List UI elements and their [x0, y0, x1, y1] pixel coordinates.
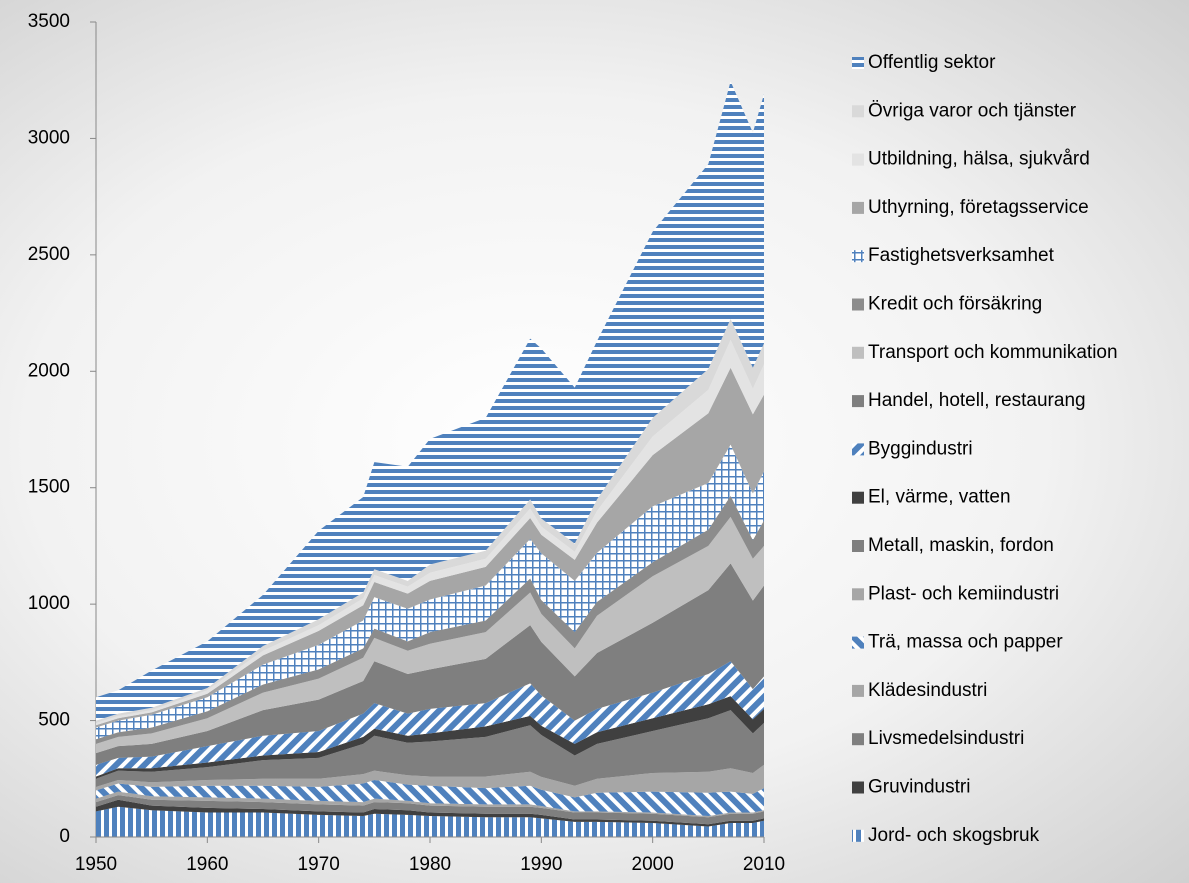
legend-label: Transport och kommunikation — [868, 342, 1118, 363]
legend-label: Övriga varor och tjänster — [868, 100, 1077, 121]
y-tick-label: 0 — [59, 826, 70, 847]
x-tick-label: 1950 — [75, 854, 117, 875]
area — [96, 799, 764, 827]
legend-label: Offentlig sektor — [868, 52, 996, 73]
legend-label: Trä, massa och papper — [868, 632, 1063, 653]
y-tick-label: 1500 — [28, 477, 70, 498]
legend-swatch — [852, 250, 864, 263]
legend-swatch — [852, 733, 864, 746]
legend-label: Plast- och kemiindustri — [868, 583, 1059, 604]
area — [96, 779, 764, 817]
legend-label: Handel, hotell, restaurang — [868, 390, 1086, 411]
y-tick-label: 2000 — [28, 360, 70, 381]
area — [96, 764, 764, 798]
legend-swatch — [852, 636, 864, 649]
y-tick-label: 2500 — [28, 244, 70, 265]
area — [96, 444, 764, 740]
area — [96, 791, 764, 818]
y-tick-label: 1000 — [28, 593, 70, 614]
x-tick-label: 1980 — [409, 854, 451, 875]
x-tick-label: 1990 — [520, 854, 562, 875]
legend-swatch — [852, 153, 864, 166]
legend-label: El, värme, vatten — [868, 487, 1011, 508]
legend-swatch — [852, 684, 864, 697]
legend-label: Livsmedelsindustri — [868, 728, 1024, 749]
area — [96, 516, 764, 754]
legend-swatch — [852, 57, 864, 69]
legend-swatch — [852, 588, 864, 601]
legend-swatch — [852, 443, 864, 456]
area — [96, 81, 764, 721]
x-tick-label: 2000 — [632, 854, 674, 875]
legend-label: Fastighetsverksamhet — [868, 245, 1055, 266]
x-tick-label: 1970 — [298, 854, 340, 875]
legend-label: Gruvindustri — [868, 777, 970, 798]
area — [96, 710, 764, 787]
legend-swatch — [852, 781, 864, 794]
legend-label: Utbildning, hälsa, sjukvård — [868, 149, 1090, 170]
legend-swatch — [852, 346, 864, 359]
legend-swatch — [852, 540, 864, 552]
area — [96, 806, 764, 837]
legend-swatch — [852, 491, 864, 504]
legend-swatch — [852, 298, 864, 311]
y-tick-label: 3000 — [28, 127, 70, 148]
legend-label: Uthyrning, företagsservice — [868, 197, 1089, 218]
y-tick-label: 3500 — [28, 11, 70, 32]
legend-label: Jord- och skogsbruk — [868, 825, 1040, 846]
legend-swatch — [852, 201, 864, 214]
legend-swatch — [852, 395, 864, 408]
legend-label: Kredit och försäkring — [868, 294, 1042, 315]
legend-swatch — [852, 829, 864, 842]
legend-label: Klädesindustri — [868, 680, 987, 701]
area — [96, 661, 764, 777]
legend-swatch — [852, 105, 864, 118]
legend-label: Metall, maskin, fordon — [868, 535, 1054, 556]
x-tick-label: 1960 — [186, 854, 228, 875]
area — [96, 795, 764, 825]
legend-label: Byggindustri — [868, 438, 973, 459]
area — [96, 563, 764, 765]
x-tick-label: 2010 — [743, 854, 785, 875]
area — [96, 696, 764, 779]
y-tick-label: 500 — [38, 710, 70, 731]
